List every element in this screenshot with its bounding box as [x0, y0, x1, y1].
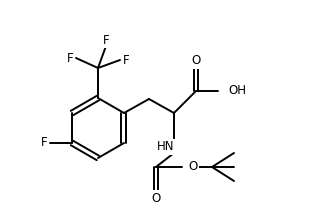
- Text: OH: OH: [228, 85, 246, 98]
- Text: O: O: [188, 160, 197, 173]
- Text: F: F: [67, 52, 73, 64]
- Text: HN: HN: [157, 141, 175, 153]
- Text: O: O: [151, 191, 161, 205]
- Text: F: F: [41, 137, 47, 149]
- Text: F: F: [123, 53, 129, 67]
- Text: F: F: [103, 33, 109, 46]
- Text: O: O: [191, 54, 201, 67]
